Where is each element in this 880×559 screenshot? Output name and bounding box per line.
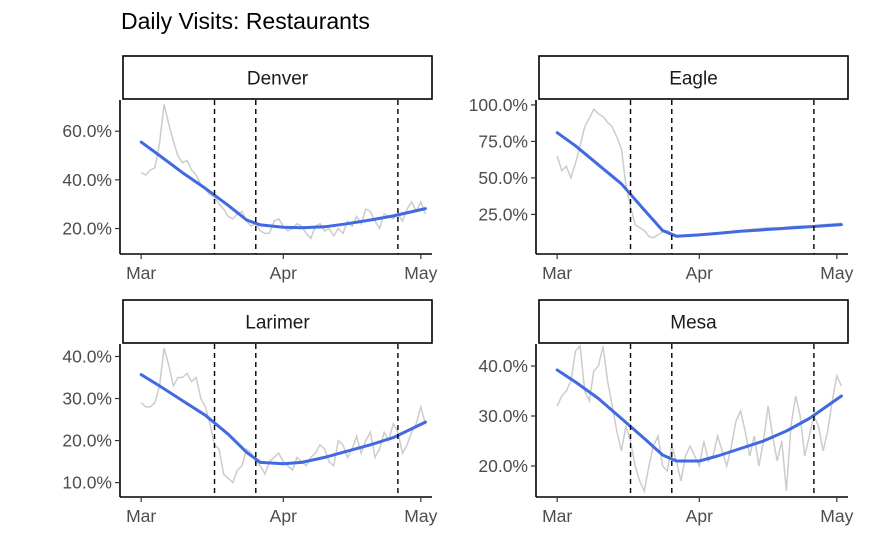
y-tick-label-eagle-3: 75.0% (478, 131, 528, 151)
facet-strip-larimer (122, 299, 433, 344)
raw-series-line-eagle (556, 108, 842, 239)
smooth-trend-line-eagle (555, 131, 843, 238)
smooth-trend-line-mesa (555, 368, 843, 463)
y-tick-label-larimer-1: 10.0% (62, 473, 112, 493)
y-tick-label-eagle-1: 25.0% (478, 204, 528, 224)
x-tick-label-mesa-3: May (820, 506, 853, 526)
facet-label-eagle: Eagle (669, 69, 718, 90)
y-tick-label-denver-1: 20.0% (62, 219, 112, 239)
raw-series-line-mesa (556, 344, 843, 494)
facet-label-larimer: Larimer (245, 313, 310, 334)
facet-label-denver: Denver (247, 69, 309, 90)
facet-strip-denver (122, 55, 433, 100)
y-tick-label-larimer-3: 30.0% (62, 389, 112, 409)
smooth-trend-line-larimer (139, 373, 427, 466)
chart-title: Daily Visits: Restaurants (121, 8, 370, 34)
y-tick-label-denver-3: 60.0% (62, 121, 112, 141)
x-tick-label-denver-2: Apr (270, 263, 297, 283)
y-tick-label-larimer-2: 20.0% (62, 431, 112, 451)
x-tick-label-mesa-2: Apr (686, 506, 713, 526)
x-tick-label-denver-3: May (404, 263, 437, 283)
y-tick-label-larimer-4: 40.0% (62, 347, 112, 367)
y-tick-label-mesa-2: 30.0% (478, 406, 528, 426)
x-tick-label-eagle-3: May (820, 263, 853, 283)
y-tick-label-eagle-2: 50.0% (478, 168, 528, 188)
x-tick-label-larimer-2: Apr (270, 506, 297, 526)
x-tick-label-eagle-1: Mar (542, 263, 572, 283)
facet-label-mesa: Mesa (670, 313, 717, 334)
smooth-trend-line-denver (139, 140, 427, 230)
facet-strip-eagle (538, 55, 849, 100)
raw-series-line-larimer (140, 347, 427, 484)
facet-strip-mesa (538, 299, 849, 344)
x-tick-label-mesa-1: Mar (542, 506, 572, 526)
x-tick-label-denver-1: Mar (126, 263, 156, 283)
x-tick-label-larimer-3: May (404, 506, 437, 526)
y-tick-label-denver-2: 40.0% (62, 170, 112, 190)
y-tick-label-mesa-1: 20.0% (478, 456, 528, 476)
y-tick-label-eagle-4: 100.0% (469, 95, 528, 115)
x-tick-label-larimer-1: Mar (126, 506, 156, 526)
y-tick-label-mesa-3: 40.0% (478, 356, 528, 376)
x-tick-label-eagle-2: Apr (686, 263, 713, 283)
